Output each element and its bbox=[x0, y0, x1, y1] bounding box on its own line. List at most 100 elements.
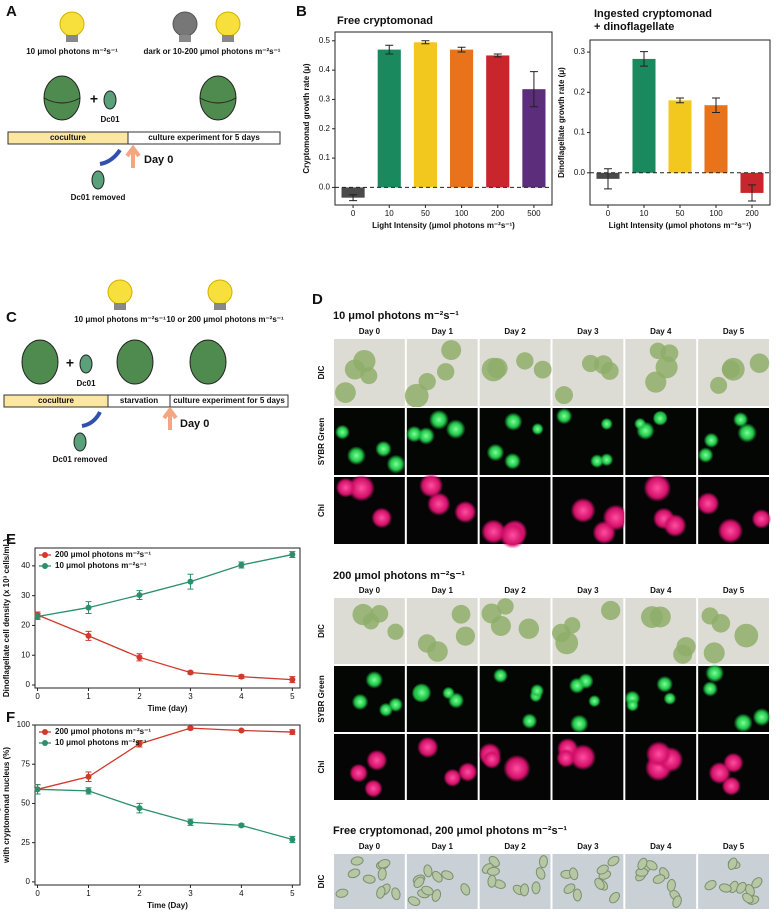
cryptomonad bbox=[73, 432, 87, 452]
cell bbox=[377, 858, 391, 869]
phase-label: culture experiment for 5 days bbox=[148, 133, 260, 142]
day-label: Day 4 bbox=[650, 327, 672, 336]
bar bbox=[740, 172, 764, 193]
cell bbox=[352, 603, 374, 626]
legend-label: 200 μmol photons m⁻²s⁻¹ bbox=[55, 550, 151, 559]
y-axis-label: Cryptomonad growth rate (μ) bbox=[302, 63, 311, 174]
cell bbox=[569, 744, 597, 771]
bar bbox=[632, 58, 656, 173]
arrow bbox=[125, 144, 141, 168]
panel-label: B bbox=[296, 3, 307, 20]
cell bbox=[742, 892, 754, 904]
panel-label: F bbox=[6, 709, 15, 726]
x-tick-label: 200 bbox=[745, 209, 759, 218]
cell bbox=[428, 409, 449, 430]
x-tick-label: 100 bbox=[455, 209, 469, 218]
bar bbox=[377, 49, 401, 188]
x-tick-label: 3 bbox=[188, 692, 193, 701]
dinoflagellate bbox=[43, 75, 81, 121]
day-label: Day 4 bbox=[650, 586, 672, 595]
cell bbox=[520, 883, 530, 897]
series-line bbox=[37, 727, 293, 790]
row-label: DIC bbox=[317, 365, 326, 379]
cell bbox=[569, 867, 579, 881]
cell bbox=[600, 362, 619, 380]
cell bbox=[431, 889, 442, 902]
day-label: Day 1 bbox=[432, 586, 454, 595]
cell bbox=[375, 440, 392, 458]
cell bbox=[751, 509, 772, 529]
cell bbox=[643, 474, 672, 502]
cell bbox=[417, 736, 439, 758]
cell bbox=[721, 776, 741, 796]
y-tick-label: 0.0 bbox=[319, 183, 331, 192]
x-tick-label: 3 bbox=[188, 889, 193, 898]
cell bbox=[663, 692, 677, 705]
series-line bbox=[37, 553, 293, 618]
y-tick-label: 0.1 bbox=[319, 153, 331, 162]
marker bbox=[85, 632, 92, 639]
bar bbox=[668, 100, 692, 173]
phase-label: starvation bbox=[120, 396, 158, 405]
cell bbox=[442, 686, 455, 700]
micrographs: 10 μmol photons m⁻²s⁻¹ Day 0 Day 1 Day 2 Day… bbox=[317, 310, 772, 910]
row-label: SYBR Green bbox=[317, 675, 326, 723]
cell bbox=[353, 349, 376, 373]
row-label: Chl bbox=[317, 761, 326, 774]
bulb-base bbox=[214, 303, 226, 310]
cell bbox=[601, 600, 621, 621]
cell bbox=[347, 868, 361, 879]
bulb bbox=[59, 11, 85, 37]
legend-label: 10 μmol photons m⁻²s⁻¹ bbox=[55, 738, 147, 747]
bar bbox=[341, 187, 365, 198]
marker bbox=[238, 727, 245, 734]
cell bbox=[504, 412, 523, 431]
marker bbox=[34, 613, 41, 620]
cell bbox=[672, 895, 682, 908]
error-bar bbox=[712, 97, 720, 113]
cell bbox=[460, 883, 471, 896]
day-label: Day 2 bbox=[504, 327, 526, 336]
cell bbox=[413, 876, 425, 888]
dinoflagellate bbox=[21, 339, 59, 385]
x-tick-label: 2 bbox=[137, 889, 142, 898]
cell bbox=[334, 424, 350, 440]
marker bbox=[187, 819, 194, 826]
arrow bbox=[99, 148, 122, 166]
cell bbox=[634, 417, 647, 430]
cell bbox=[535, 867, 546, 880]
x-tick-label: 0 bbox=[606, 209, 611, 218]
cell bbox=[451, 604, 471, 624]
cell bbox=[407, 896, 421, 906]
row-label: Chl bbox=[317, 504, 326, 517]
cell bbox=[493, 668, 508, 684]
marker bbox=[187, 725, 194, 732]
day-label: Day 1 bbox=[432, 327, 454, 336]
error-bar bbox=[349, 194, 358, 202]
cell bbox=[362, 874, 376, 884]
cell bbox=[703, 432, 720, 448]
cell bbox=[391, 887, 401, 901]
cell bbox=[427, 641, 448, 662]
marker bbox=[85, 604, 92, 611]
cell bbox=[335, 888, 349, 898]
y-tick-label: 50 bbox=[21, 799, 30, 808]
y-tick-label: 0.2 bbox=[319, 124, 331, 133]
cell bbox=[733, 411, 749, 428]
x-tick-label: 4 bbox=[239, 889, 244, 898]
cell bbox=[649, 342, 667, 359]
plus: + bbox=[90, 91, 98, 107]
dinoflagellate bbox=[189, 339, 227, 385]
panel-label: C bbox=[6, 309, 17, 326]
y-tick-label: 0.1 bbox=[574, 128, 586, 137]
y-tick-label: 30 bbox=[21, 591, 30, 600]
cell bbox=[504, 452, 521, 470]
cell bbox=[419, 473, 444, 498]
cell bbox=[443, 768, 462, 787]
marker bbox=[289, 676, 296, 683]
day-label: Day 0 bbox=[180, 418, 209, 430]
y-tick-label: 0.5 bbox=[319, 36, 331, 45]
cryptomonad bbox=[103, 90, 117, 110]
cell bbox=[377, 867, 387, 881]
charts: 0.0 0.1 0.2 0.3 0.4 0.5 Cryptomonad growth rat… bbox=[0, 8, 771, 910]
